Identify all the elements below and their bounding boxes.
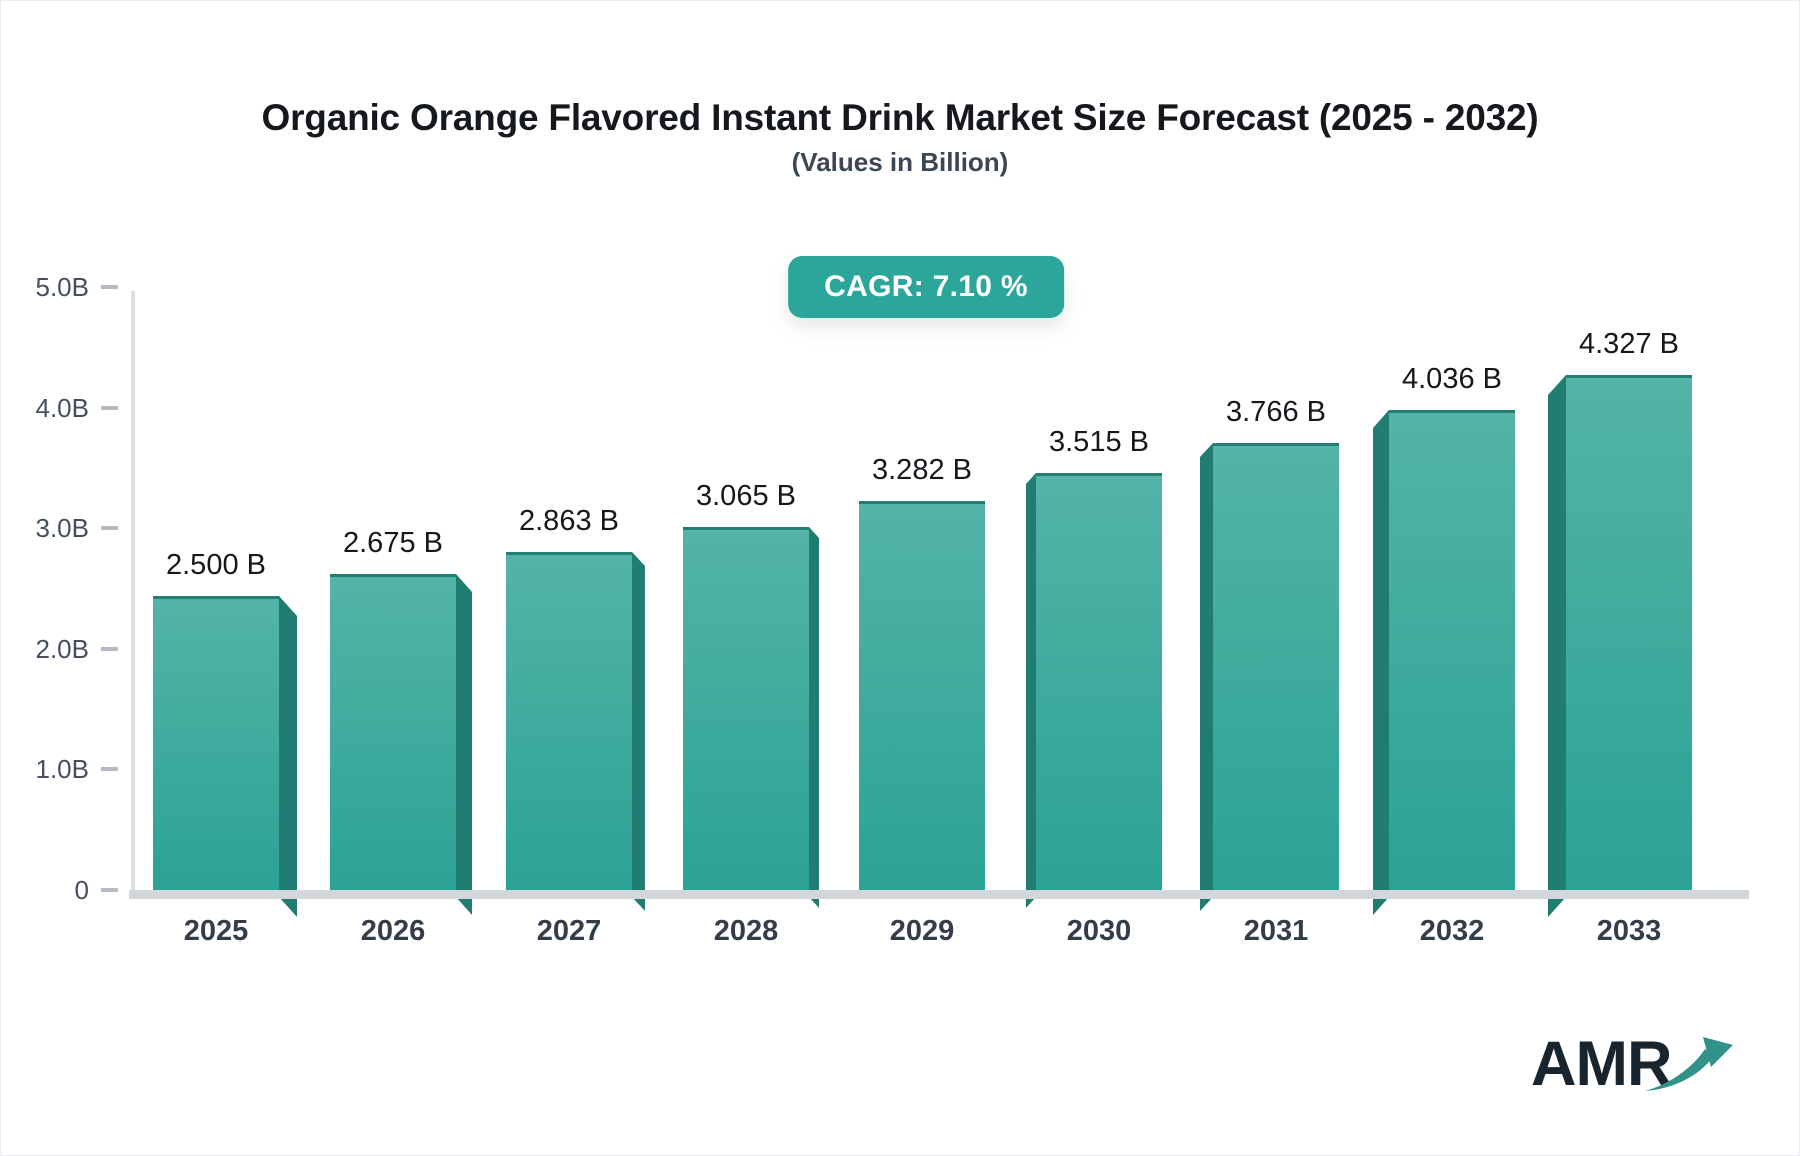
bar-side-2025 xyxy=(279,596,297,917)
bar-2029 xyxy=(859,501,985,897)
amr-logo-text: AMR xyxy=(1531,1029,1672,1099)
y-tick-mark xyxy=(101,405,118,410)
bar-value-label: 3.766 B xyxy=(1226,396,1326,428)
x-tick-label: 2031 xyxy=(1243,915,1309,947)
cagr-badge: CAGR: 7.10 % xyxy=(788,256,1064,318)
bar-value-label: 3.515 B xyxy=(1049,426,1149,458)
x-tick-label: 2025 xyxy=(183,915,249,947)
x-axis-baseline xyxy=(129,890,1749,899)
bar-2033 xyxy=(1566,375,1692,897)
x-tick-label: 2027 xyxy=(536,915,602,947)
y-axis-line xyxy=(131,291,135,898)
y-tick-label: 1.0B xyxy=(35,754,90,785)
bar-2031 xyxy=(1213,443,1339,897)
bar-side-2028 xyxy=(809,527,819,908)
x-tick-label: 2032 xyxy=(1419,915,1485,947)
amr-logo: AMR xyxy=(1531,1029,1733,1103)
y-tick-mark xyxy=(101,285,118,289)
bar-2025 xyxy=(153,596,279,897)
bar-side-2026 xyxy=(456,574,472,915)
bar-value-label: 3.282 B xyxy=(872,454,972,486)
x-tick-label: 2033 xyxy=(1596,915,1662,947)
bar-2027 xyxy=(506,552,632,897)
chart-title: Organic Orange Flavored Instant Drink Ma… xyxy=(261,97,1539,138)
y-tick-mark xyxy=(101,767,118,772)
chart-subtitle: (Values in Billion) xyxy=(791,147,1009,177)
bar-2030 xyxy=(1036,473,1162,897)
bar-side-2027 xyxy=(632,552,645,911)
bar-2026 xyxy=(330,574,456,897)
x-tick-label: 2028 xyxy=(713,915,779,947)
bar-side-2031 xyxy=(1200,443,1213,911)
bar-side-2030 xyxy=(1026,473,1036,908)
bar-2032 xyxy=(1389,410,1515,897)
x-tick-label: 2026 xyxy=(360,915,426,947)
bar-value-label: 2.675 B xyxy=(343,527,443,559)
x-tick-label: 2029 xyxy=(889,915,955,947)
bar-value-label: 3.065 B xyxy=(696,480,796,512)
y-tick-label: 2.0B xyxy=(35,633,90,664)
bar-side-2033 xyxy=(1548,375,1566,917)
bar-side-2032 xyxy=(1373,410,1389,915)
y-tick-label: 4.0B xyxy=(35,392,90,423)
bar-value-label: 4.036 B xyxy=(1402,363,1502,395)
bar-value-label: 2.500 B xyxy=(166,549,266,581)
y-tick-label: 3.0B xyxy=(35,513,90,544)
y-tick-label: 0 xyxy=(74,875,89,905)
y-tick-mark xyxy=(101,526,118,531)
amr-logo-arrow-icon xyxy=(1645,1037,1733,1091)
y-tick-mark xyxy=(101,646,118,651)
x-tick-label: 2030 xyxy=(1066,915,1132,947)
bar-value-label: 4.327 B xyxy=(1579,328,1679,360)
bar-value-label: 2.863 B xyxy=(519,505,619,537)
bar-2028 xyxy=(683,527,809,897)
y-tick-mark xyxy=(101,888,118,892)
y-tick-label: 5.0B xyxy=(35,272,90,302)
